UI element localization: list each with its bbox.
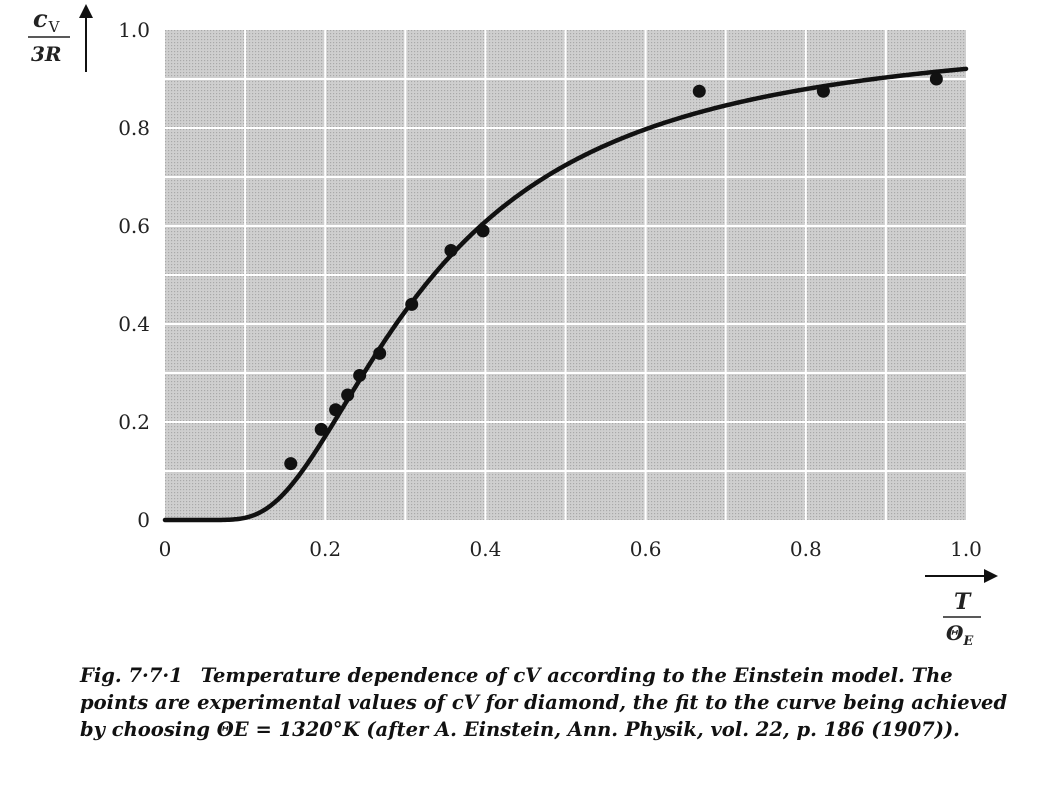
x-label-subscript: E <box>962 634 974 649</box>
experimental-point <box>405 297 419 311</box>
y-axis-label: cV 3R <box>28 4 93 72</box>
einstein-heat-capacity-chart: 0 0.2 0.4 0.6 0.8 1.0 00.20.40.60.81.0 cV 3R … <box>28 4 998 649</box>
y-label-denominator: 3R <box>31 42 62 66</box>
x-label-denominator: ΘE <box>946 621 974 649</box>
x-tick-label: 1.0 <box>950 537 982 561</box>
x-tick-label: 0 <box>159 537 172 561</box>
y-tick-label: 1.0 <box>118 18 150 42</box>
einstein-model-curve <box>162 66 969 523</box>
y-label-numerator: cV <box>33 4 61 36</box>
x-tick-label: 0.8 <box>790 537 822 561</box>
experimental-point <box>476 224 490 238</box>
y-tick-label: 0.2 <box>118 410 150 434</box>
experimental-point <box>353 368 367 382</box>
x-tick-label: 0.6 <box>630 537 662 561</box>
experimental-point <box>341 388 355 402</box>
x-tick-labels: 0 0.2 0.4 0.6 0.8 1.0 <box>159 537 982 561</box>
y-tick-labels: 0 0.2 0.4 0.6 0.8 1.0 <box>118 18 150 532</box>
x-label-numerator: T <box>954 589 972 615</box>
y-tick-label: 0 <box>137 508 150 532</box>
experimental-point <box>444 244 458 257</box>
x-tick-label: 0.2 <box>309 537 341 561</box>
experimental-points <box>284 72 943 471</box>
experimental-point <box>329 403 343 417</box>
caption-text: Temperature dependence of cV according t… <box>80 664 1008 741</box>
experimental-point <box>692 84 706 98</box>
grid-lines <box>165 30 966 520</box>
experimental-point <box>373 346 387 360</box>
experimental-point <box>929 72 943 86</box>
y-tick-label: 0.8 <box>118 116 150 140</box>
x-axis-label: T ΘE <box>925 569 998 649</box>
y-tick-label: 0.4 <box>118 312 150 336</box>
x-tick-label: 0.4 <box>469 537 501 561</box>
figure-caption: Fig. 7·7·1 Temperature dependence of cV a… <box>80 662 1010 743</box>
figure-number: Fig. 7·7·1 <box>80 664 183 687</box>
y-axis-arrow-head <box>79 4 93 18</box>
x-axis-arrow-head <box>984 569 998 583</box>
y-tick-label: 0.6 <box>118 214 150 238</box>
experimental-point <box>314 422 328 436</box>
experimental-point <box>284 457 298 471</box>
experimental-point <box>816 84 830 98</box>
y-label-subscript: V <box>48 18 61 36</box>
